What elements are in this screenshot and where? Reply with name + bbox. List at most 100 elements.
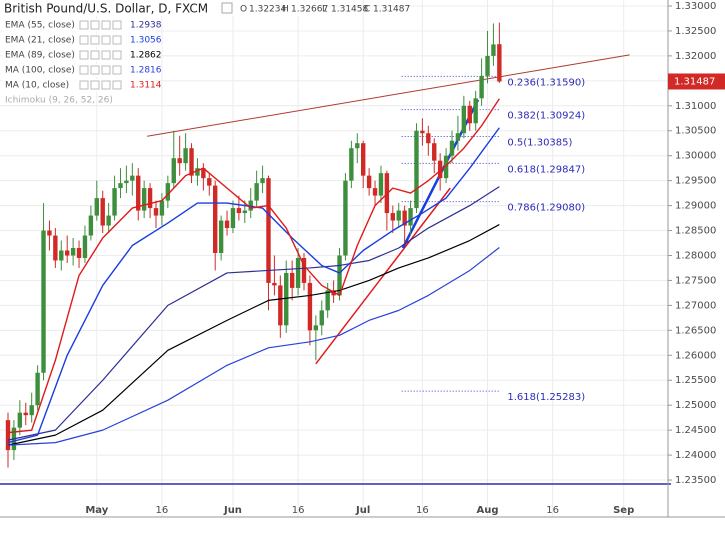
legend-icon[interactable]	[101, 50, 111, 60]
candle-body	[266, 178, 271, 283]
candle-body	[112, 188, 117, 216]
y-tick-label: 1.32000	[675, 51, 716, 62]
candle-body	[337, 255, 342, 296]
fib-label: 0.786(1.29080)	[507, 203, 585, 214]
ohlc-value: 1.32667	[291, 5, 328, 15]
legend-icon[interactable]	[79, 20, 89, 30]
candle-body	[59, 250, 64, 261]
x-tick-label: 16	[416, 505, 429, 516]
legend-name-inactive: Ichimoku (9, 26, 52, 26)	[5, 96, 113, 106]
candle-body	[130, 175, 135, 181]
legend-icon[interactable]	[90, 65, 100, 75]
fib-label: 0.382(1.30924)	[507, 111, 585, 122]
legend-value: 1.2816	[130, 66, 162, 76]
candle-body	[165, 183, 171, 201]
ohlc-letter: H	[282, 5, 289, 15]
legend-icon[interactable]	[90, 35, 100, 45]
candle-body	[307, 282, 313, 331]
x-tick-label: 16	[292, 505, 305, 516]
y-tick-label: 1.28000	[675, 250, 716, 261]
fib-label: 0.5(1.30385)	[507, 137, 572, 148]
candle-body	[449, 140, 455, 156]
x-tick-label: Jul	[355, 505, 370, 516]
candle-body	[118, 183, 123, 189]
candle-body	[224, 220, 230, 229]
legend-name: EMA (89, close)	[5, 51, 75, 61]
candle-body	[278, 285, 283, 326]
price-tag	[668, 73, 725, 90]
candle-body	[414, 130, 419, 209]
ohlc-value: 1.32234	[249, 5, 286, 15]
y-tick-label: 1.26500	[675, 325, 716, 336]
legend-icon[interactable]	[90, 50, 100, 60]
candle-body	[491, 44, 496, 56]
candle-body	[53, 235, 58, 261]
candle-body	[432, 143, 437, 161]
candle-body	[171, 158, 176, 184]
legend-value: 1.3056	[130, 36, 162, 46]
candle-body	[497, 44, 502, 82]
candle-body	[295, 257, 301, 288]
legend-icon[interactable]	[112, 20, 122, 30]
legend-name: EMA (21, close)	[5, 36, 75, 46]
candle-body	[390, 213, 395, 221]
legend-icon[interactable]	[79, 80, 89, 90]
indicator-line	[7, 247, 500, 446]
legend-icon[interactable]	[112, 65, 122, 75]
legend-icon[interactable]	[79, 50, 89, 60]
candle-body	[473, 98, 478, 124]
candle-body	[29, 405, 34, 416]
candle-body	[443, 155, 449, 179]
candle-body	[82, 235, 88, 258]
candle-body	[106, 215, 111, 226]
legend-icon[interactable]	[101, 80, 111, 90]
legend-icon[interactable]	[79, 65, 89, 75]
candle-body	[230, 208, 236, 229]
chart-title: British Pound/U.S. Dollar, D, FXCM	[4, 2, 208, 16]
trend-line	[147, 54, 630, 137]
x-tick-label: Sep	[613, 505, 634, 516]
candle-body	[349, 148, 354, 181]
candle-body	[94, 198, 99, 216]
candle-body	[136, 175, 141, 211]
legend-icon[interactable]	[79, 35, 89, 45]
ohlc-value: 1.31487	[373, 5, 410, 15]
candle-body	[5, 420, 11, 451]
legend-icon[interactable]	[112, 80, 122, 90]
y-tick-label: 1.27500	[675, 275, 716, 286]
legend-icon[interactable]	[90, 20, 100, 30]
y-tick-label: 1.26000	[675, 350, 716, 361]
ohlc-value: 1.31458	[331, 5, 368, 15]
ohlc-letter: L	[322, 5, 327, 15]
legend-icon[interactable]	[101, 20, 111, 30]
y-tick-label: 1.30500	[675, 126, 716, 137]
candle-body	[402, 210, 407, 226]
legend-icon[interactable]	[112, 50, 122, 60]
legend-icon[interactable]	[90, 80, 100, 90]
candle-body	[372, 188, 378, 196]
indicator-line	[7, 224, 500, 446]
plot: 0.236(1.31590) 0.382(1.30924) 0.5(1.30385)…	[0, 22, 672, 485]
x-tick-label: May	[85, 505, 108, 516]
legend-name: MA (100, close)	[5, 66, 75, 76]
indicator-line	[7, 186, 500, 441]
candle-body	[408, 208, 413, 226]
legend-icon[interactable]	[101, 65, 111, 75]
header-bg	[0, 0, 318, 16]
legend: British Pound/U.S. Dollar, D, FXCM O 1.32…	[0, 0, 410, 106]
candle-body	[319, 310, 324, 326]
candle-body	[23, 412, 28, 416]
legend-icon[interactable]	[112, 35, 122, 45]
candle-body	[236, 208, 242, 214]
y-tick-label: 1.24500	[675, 425, 716, 436]
settings-icon[interactable]	[221, 2, 233, 14]
y-tick-label: 1.33000	[675, 1, 716, 12]
candle-body	[124, 180, 129, 184]
legend-icon[interactable]	[101, 35, 111, 45]
candle-body	[153, 208, 159, 216]
y-tick-label: 1.29500	[675, 176, 716, 187]
candle-body	[426, 133, 431, 144]
candle-body	[331, 290, 336, 296]
y-tick-label: 1.31000	[675, 101, 716, 112]
